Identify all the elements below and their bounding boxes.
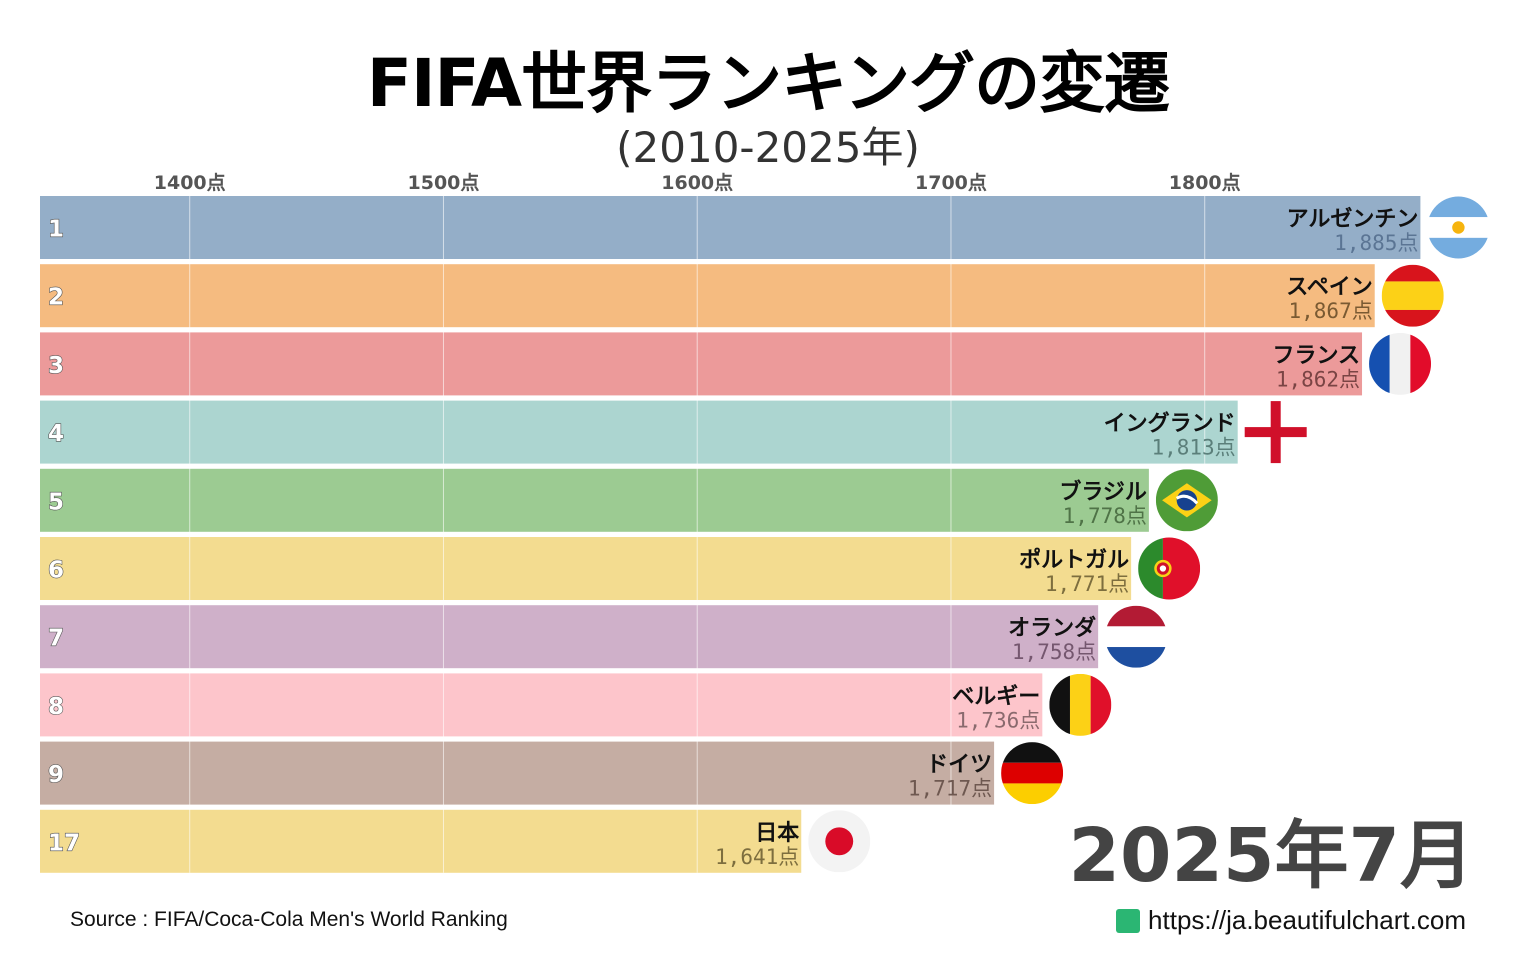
site-link[interactable]: https://ja.beautifulchart.com bbox=[1116, 905, 1466, 936]
value-label: 1,885点 bbox=[1334, 231, 1418, 255]
bar bbox=[40, 468, 1149, 532]
source-text: Source : FIFA/Coca-Cola Men's World Rank… bbox=[70, 908, 508, 931]
country-label: アルゼンチン bbox=[1287, 207, 1419, 232]
x-tick-label: 1800点 bbox=[1169, 172, 1241, 194]
japan-flag-icon bbox=[808, 810, 871, 873]
value-label: 1,778点 bbox=[1063, 504, 1147, 528]
country-label: フランス bbox=[1272, 343, 1360, 368]
germany-flag-icon bbox=[1001, 742, 1064, 805]
bar bbox=[40, 332, 1363, 396]
country-label: 日本 bbox=[755, 821, 799, 846]
x-tick-label: 1600点 bbox=[661, 172, 733, 194]
spain-flag-icon bbox=[1381, 264, 1444, 327]
portugal-flag-icon bbox=[1138, 537, 1201, 600]
france-flag-icon bbox=[1369, 332, 1432, 395]
date-label: 2025年7月 bbox=[1068, 813, 1474, 899]
bar bbox=[40, 741, 995, 805]
rank-label: 3 bbox=[48, 353, 64, 379]
country-label: ポルトガル bbox=[1019, 547, 1129, 573]
value-label: 1,717点 bbox=[908, 777, 992, 801]
site-logo-icon bbox=[1116, 908, 1141, 933]
argentina-flag-icon bbox=[1427, 196, 1490, 259]
rank-label: 5 bbox=[48, 489, 64, 515]
bar bbox=[40, 196, 1421, 259]
x-tick-label: 1700点 bbox=[915, 172, 987, 194]
value-label: 1,771点 bbox=[1045, 572, 1129, 596]
netherlands-flag-icon bbox=[1105, 605, 1168, 668]
bar bbox=[40, 673, 1043, 737]
bar bbox=[40, 264, 1375, 328]
bar bbox=[40, 400, 1238, 464]
rank-label: 2 bbox=[48, 285, 64, 311]
bar bbox=[40, 809, 802, 873]
rank-label: 4 bbox=[48, 421, 64, 447]
brazil-flag-icon bbox=[1155, 469, 1218, 532]
rank-label: 17 bbox=[48, 830, 80, 856]
country-label: ブラジル bbox=[1059, 479, 1147, 505]
chart-subtitle: (2010-2025年) bbox=[616, 123, 920, 172]
bar bbox=[40, 537, 1132, 600]
country-label: イングランド bbox=[1104, 411, 1236, 437]
x-tick-label: 1500点 bbox=[408, 172, 480, 194]
value-label: 1,736点 bbox=[956, 708, 1040, 732]
country-label: ドイツ bbox=[926, 753, 992, 778]
country-label: オランダ bbox=[1008, 615, 1096, 641]
bar bbox=[40, 605, 1099, 669]
rank-label: 7 bbox=[48, 626, 64, 652]
value-label: 1,813点 bbox=[1151, 436, 1235, 460]
rank-label: 8 bbox=[48, 694, 64, 720]
value-label: 1,758点 bbox=[1012, 640, 1096, 664]
rank-label: 1 bbox=[48, 217, 64, 243]
country-label: ベルギー bbox=[952, 684, 1040, 709]
site-url: https://ja.beautifulchart.com bbox=[1148, 905, 1466, 935]
rank-label: 9 bbox=[48, 762, 64, 788]
chart-title: FIFA世界ランキングの変遷 bbox=[366, 45, 1170, 122]
value-label: 1,867点 bbox=[1289, 299, 1373, 323]
value-label: 1,862点 bbox=[1276, 367, 1360, 391]
country-label: スペイン bbox=[1286, 275, 1372, 300]
value-label: 1,641点 bbox=[715, 845, 799, 869]
rank-label: 6 bbox=[48, 558, 64, 584]
belgium-flag-icon bbox=[1049, 673, 1112, 736]
england-flag-icon bbox=[1244, 401, 1307, 464]
x-tick-label: 1400点 bbox=[154, 172, 226, 194]
